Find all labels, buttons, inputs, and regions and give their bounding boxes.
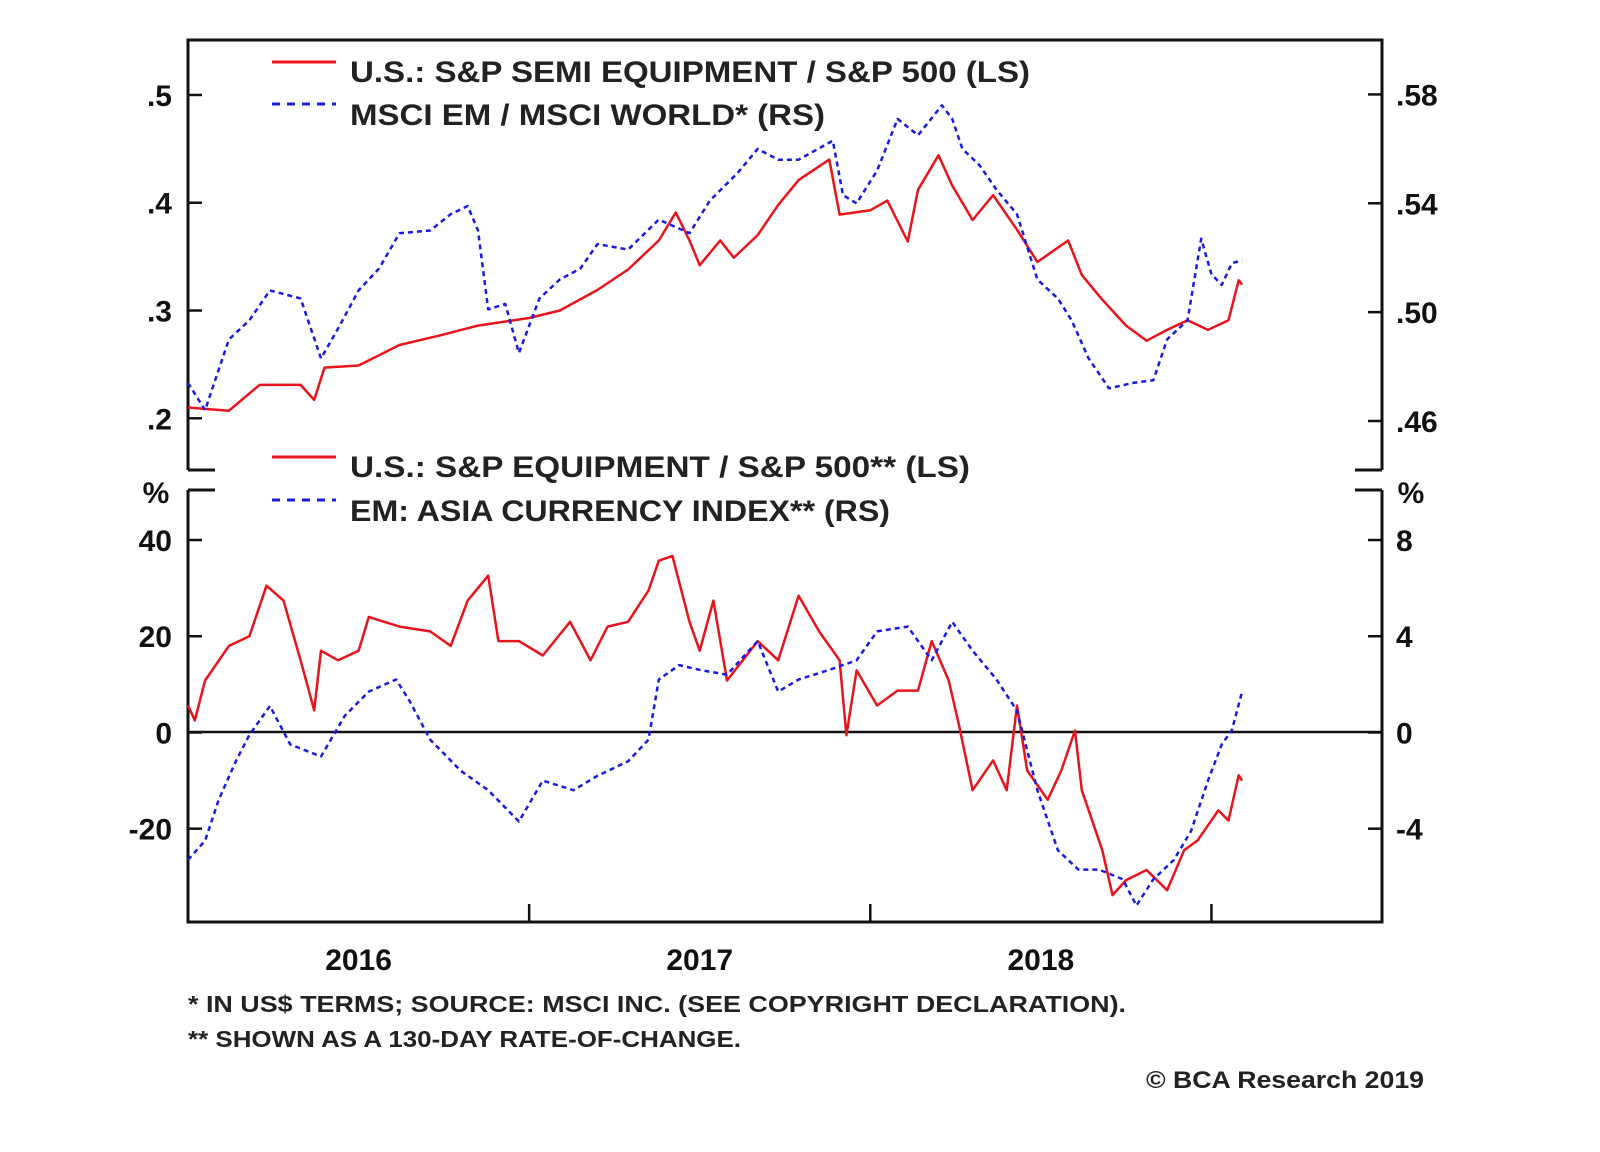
legend-label-asia-currency: EM: ASIA CURRENCY INDEX** (RS) [350,495,890,528]
series-lines [186,104,1244,907]
bottom-legend: U.S.: S&P EQUIPMENT / S&P 500** (LS) EM:… [272,451,970,528]
left-tick-label: 0 [155,717,172,750]
series-line-ls-panel-2 [186,554,1244,897]
left-unit-label: % [143,477,170,510]
right-tick-label: 8 [1396,525,1413,558]
left-tick-label: .4 [147,188,172,221]
right-tick-label: -4 [1396,814,1423,847]
legend-label-semi-equipment: U.S.: S&P SEMI EQUIPMENT / S&P 500 (LS) [350,56,1030,89]
series-line-rs-panel-2 [187,620,1244,907]
x-tick-label: 2016 [325,944,392,977]
top-legend: U.S.: S&P SEMI EQUIPMENT / S&P 500 (LS) … [272,56,1030,132]
right-tick-label: .46 [1396,406,1438,439]
x-tick-label: 2018 [1007,944,1074,977]
left-tick-label: 40 [139,525,172,558]
footnote-1: * IN US$ TERMS; SOURCE: MSCI INC. (SEE C… [188,991,1126,1017]
bottom-panel-frame [186,488,1384,924]
right-tick-label: .58 [1396,79,1438,112]
right-unit-label: % [1398,477,1425,510]
right-tick-label: .50 [1396,297,1438,330]
top-panel-frame [186,38,1384,472]
right-tick-label: .54 [1396,188,1438,221]
left-tick-label: .2 [147,403,172,436]
legend-label-equipment: U.S.: S&P EQUIPMENT / S&P 500** (LS) [350,451,970,484]
left-tick-label: .5 [147,80,172,113]
left-tick-label: -20 [129,814,172,847]
right-tick-label: 0 [1396,717,1413,750]
legend-label-msci-em: MSCI EM / MSCI WORLD* (RS) [350,99,825,132]
footnote-2: ** SHOWN AS A 130-DAY RATE-OF-CHANGE. [188,1026,741,1052]
right-tick-label: 4 [1396,621,1413,654]
axis-ticks: .2 .3 .4 .5 .46 .50 .54 .58 -20 0 20 40 -4 0 4 8 2016 201… [129,79,1438,977]
top-panel-border [186,38,1384,470]
series-line-rs-panel-1 [186,104,1243,412]
copyright: © BCA Research 2019 [1146,1067,1424,1094]
bottom-panel-border [186,490,1384,924]
left-tick-label: .3 [147,296,172,329]
x-tick-label: 2017 [666,944,733,977]
series-line-ls-panel-1 [187,154,1244,412]
left-tick-label: 20 [139,621,172,654]
